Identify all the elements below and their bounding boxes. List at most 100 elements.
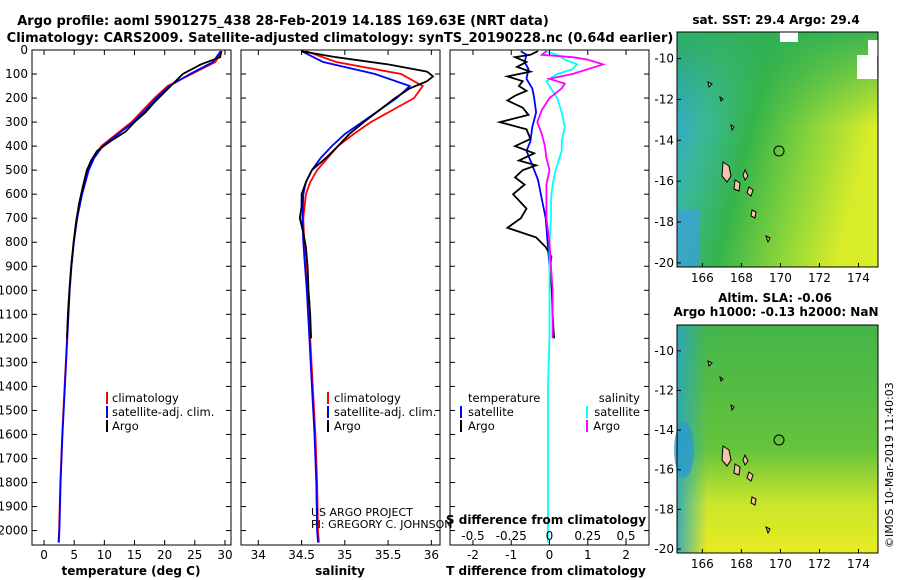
series-line-satellite-adj-clim- [301, 50, 412, 543]
island [733, 463, 741, 476]
island [733, 179, 741, 192]
s-tick-label: 0.5 [616, 529, 635, 543]
sla-map [674, 324, 879, 554]
depth-tick-label: 1800 [0, 476, 28, 490]
credit-pi: PI: GREGORY C. JOHNSON [311, 518, 452, 531]
island [707, 360, 713, 368]
map-x-tick-label: 170 [769, 557, 792, 571]
x-tick-label: 25 [187, 548, 202, 562]
sla-map-subtitle: Argo h1000: -0.13 h2000: NaN [673, 305, 878, 319]
map-y-tick-label: -18 [654, 502, 674, 516]
difference-s-xlabel: S difference from climatology [446, 513, 646, 527]
island [742, 453, 749, 467]
temperature-panel [31, 49, 232, 546]
map-x-tick-label: 166 [691, 557, 714, 571]
temperature-x-ticks: 0 5 10 15 20 25 30 [40, 50, 233, 562]
x-tick-label: -2 [467, 548, 479, 562]
map-y-tick-label: -12 [654, 383, 674, 397]
series-line-t-satellite [520, 50, 551, 267]
sla-map-frame [676, 324, 879, 554]
s-tick-label: 0 [546, 529, 554, 543]
depth-tick-label: 2000 [0, 524, 28, 538]
island [750, 496, 757, 506]
legend-label: Argo [112, 419, 139, 433]
map-y-tick-label: -12 [654, 92, 674, 106]
sst-map-title: sat. SST: 29.4 Argo: 29.4 [692, 13, 859, 27]
legend-label: Argo [468, 419, 495, 433]
island [730, 123, 735, 132]
map-y-tick-label: -18 [654, 215, 674, 229]
s-tick-label: 0.25 [574, 529, 601, 543]
legend-swatch-climatology [106, 392, 108, 404]
legend-swatch-satellite [327, 406, 329, 418]
map-x-tick-label: 172 [808, 271, 831, 285]
depth-axis: 0 100 200 300 400 500 600 700 800 900 1000 1100 1200… [0, 43, 649, 538]
x-tick-label: 15 [127, 548, 142, 562]
map-y-tick-label: -10 [654, 52, 674, 66]
temperature-series [57, 50, 223, 543]
legend-swatch-satellite [106, 406, 108, 418]
map-y-tick-label: -14 [654, 133, 674, 147]
depth-tick-label: 200 [5, 91, 28, 105]
x-tick-label: 0 [40, 548, 48, 562]
map-y-tick-label: -16 [654, 463, 674, 477]
island [719, 95, 724, 102]
depth-tick-label: 1900 [0, 500, 28, 514]
sst-cloud-mask [780, 32, 798, 42]
x-tick-label: 0 [546, 548, 554, 562]
series-line-argo [298, 50, 435, 339]
x-tick-label: 2 [622, 548, 630, 562]
legend-label: climatology [112, 391, 179, 405]
x-tick-label: 30 [217, 548, 232, 562]
depth-tick-label: 700 [5, 211, 28, 225]
sst-map [676, 31, 879, 268]
map-y-tick-label: -16 [654, 174, 674, 188]
depth-tick-label: 1400 [0, 379, 28, 393]
depth-tick-label: 600 [5, 187, 28, 201]
depth-tick-label: 500 [5, 163, 28, 177]
legend-label: Argo [334, 419, 361, 433]
legend-swatch-argo [327, 420, 329, 432]
legend-heading-temperature: temperature [468, 391, 540, 405]
sst-field-shade [677, 32, 878, 267]
map-y-tick-label: -20 [654, 542, 674, 556]
salinity-x-ticks: 34 34.5 35 35.5 36 [251, 50, 439, 562]
argo-location-marker [773, 145, 785, 157]
depth-tick-label: 800 [5, 235, 28, 249]
island [719, 375, 724, 382]
sla-map-title: Altim. SLA: -0.06 [718, 291, 832, 305]
map-x-tick-label: 174 [847, 271, 870, 285]
map-y-tick-label: -20 [654, 256, 674, 270]
vanuatu-islands [707, 81, 771, 244]
depth-tick-label: 1200 [0, 331, 28, 345]
x-tick-label: 34 [251, 548, 266, 562]
x-tick-label: 1 [584, 548, 592, 562]
island [746, 186, 754, 197]
x-tick-label: 35 [337, 548, 352, 562]
legend-label: satellite-adj. clim. [112, 405, 214, 419]
legend-label: satellite-adj. clim. [334, 405, 436, 419]
map-y-tick-label: -14 [654, 423, 674, 437]
legend-swatch-climatology [327, 392, 329, 404]
legend-swatch-t-satellite [460, 406, 462, 418]
legend-swatch-argo [106, 420, 108, 432]
series-line-climatology [57, 50, 223, 543]
legend-swatch-t-argo [460, 420, 462, 432]
map-x-tick-label: 172 [808, 557, 831, 571]
credit-project: US ARGO PROJECT [311, 506, 413, 519]
temperature-legend: climatology satellite-adj. clim. Argo [106, 391, 214, 433]
salinity-legend: climatology satellite-adj. clim. Argo [327, 391, 436, 433]
island [742, 168, 749, 182]
island [707, 81, 713, 89]
sst-map-ticks: 166 168 170 172 174 -10 -12 -14 -16 -18 -20 [654, 52, 870, 285]
island [746, 471, 754, 482]
depth-tick-label: 400 [5, 139, 28, 153]
x-tick-label: 20 [157, 548, 172, 562]
island [730, 403, 735, 412]
difference-series [496, 50, 607, 543]
x-tick-label: 34.5 [288, 548, 315, 562]
map-x-tick-label: 166 [691, 271, 714, 285]
legend-label: satellite [594, 405, 640, 419]
island [721, 161, 732, 183]
legend-label: satellite [468, 405, 514, 419]
